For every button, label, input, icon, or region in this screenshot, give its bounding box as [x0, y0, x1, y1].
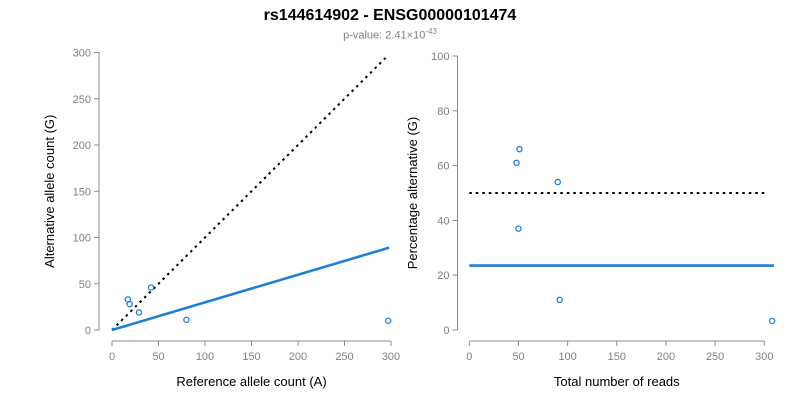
x-tick-label: 0: [109, 351, 115, 363]
y-tick-label: 200: [73, 140, 91, 152]
data-point: [516, 145, 523, 153]
y-axis-title: Alternative allele count (G): [42, 115, 57, 268]
p-value-subtitle: p-value: 2.41×10-43: [0, 27, 780, 42]
plot-title: rs144614902 - ENSG00000101474: [263, 7, 517, 24]
x-axis-title: Reference allele count (A): [176, 374, 326, 389]
y-tick-label: 0: [443, 325, 449, 337]
data-point: [515, 225, 522, 232]
data-point: [768, 317, 776, 325]
y-tick-label: 0: [85, 325, 91, 337]
left-scatter-plot: 0 50 100 150 200 250 300 0 50 100 150 200 250 300 Refe…: [42, 48, 400, 390]
x-tick-label: 150: [242, 351, 260, 363]
y-tick-label: 60: [437, 161, 449, 173]
fitted-ratio-line: [111, 246, 390, 332]
data-point: [135, 309, 143, 316]
x-tick-label: 300: [382, 351, 400, 363]
data-point: [147, 284, 155, 291]
y-tick-label: 300: [73, 48, 91, 60]
x-tick-label: 200: [657, 351, 675, 363]
x-tick-label: 0: [466, 351, 472, 363]
p-value-exponent: -43: [425, 27, 437, 36]
p-value-text: p-value: 2.41×10: [343, 29, 426, 42]
y-tick-label: 50: [79, 279, 91, 291]
x-tick-label: 100: [558, 351, 576, 363]
x-tick-label: 200: [289, 351, 307, 363]
y-axis-title: Percentage alternative (G): [405, 117, 420, 269]
x-tick-label: 50: [512, 351, 524, 363]
data-point: [513, 159, 520, 167]
data-point: [126, 300, 133, 308]
x-tick-label: 300: [755, 351, 773, 363]
y-tick-label: 40: [437, 215, 449, 227]
y-tick-label: 100: [73, 233, 91, 245]
y-tick-label: 150: [73, 186, 91, 198]
y-tick-label: 250: [73, 94, 91, 106]
x-tick-label: 100: [196, 351, 214, 363]
right-scatter-plot: 0 50 100 150 200 250 300 0 20 40 60 80 100 Total numb…: [405, 51, 776, 389]
y-tick-label: 20: [437, 270, 449, 282]
x-axis-title: Total number of reads: [554, 374, 680, 389]
y-tick-label: 80: [437, 106, 449, 118]
x-tick-label: 250: [706, 351, 724, 363]
x-tick-label: 150: [608, 351, 626, 363]
data-point: [183, 316, 190, 324]
y-tick-label: 100: [431, 51, 449, 63]
x-tick-label: 250: [335, 351, 353, 363]
data-point: [384, 317, 392, 324]
x-tick-label: 50: [152, 351, 164, 363]
data-point: [556, 296, 564, 304]
data-point: [554, 178, 562, 186]
